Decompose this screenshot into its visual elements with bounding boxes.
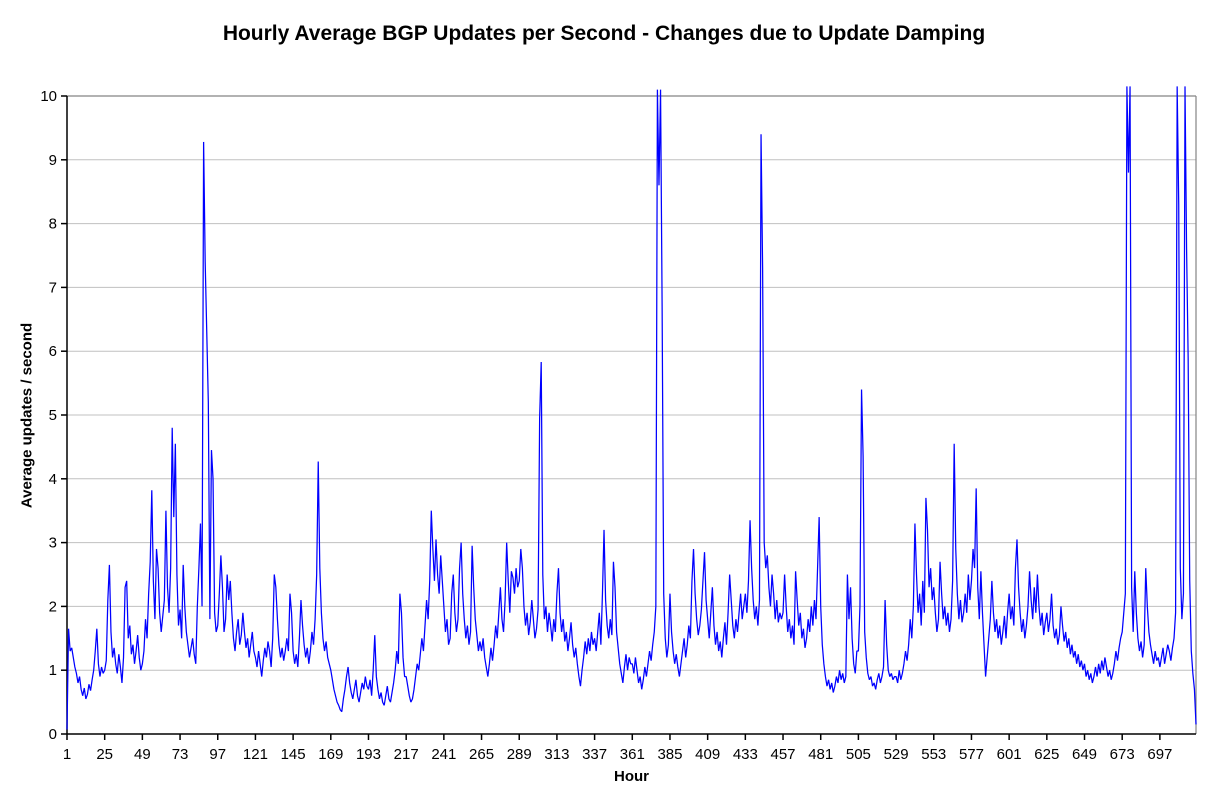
x-tick-label: 337 (582, 746, 607, 763)
data-line-series (66, 86, 1197, 730)
chart-title: Hourly Average BGP Updates per Second - … (222, 22, 986, 45)
x-tick-label: 529 (884, 746, 909, 763)
x-tick-label: 25 (96, 746, 113, 763)
x-tick-label: 673 (1110, 746, 1135, 763)
x-tick-label: 217 (394, 746, 419, 763)
x-tick-label: 601 (997, 746, 1022, 763)
x-tick-label: 265 (469, 746, 494, 763)
y-tick-label: 7 (49, 279, 57, 296)
x-tick-label: 385 (657, 746, 682, 763)
x-tick-label: 625 (1034, 746, 1059, 763)
gridlines (67, 159, 1196, 671)
y-tick-label: 0 (49, 726, 57, 743)
x-axis-title: Hour (614, 768, 649, 785)
x-tick-label: 577 (959, 746, 984, 763)
x-tick-label: 145 (281, 746, 306, 763)
y-tick-label: 3 (49, 535, 57, 552)
x-tick-label: 169 (318, 746, 343, 763)
x-tick-label: 361 (620, 746, 645, 763)
y-tick-label: 2 (49, 598, 57, 615)
y-tick-label: 10 (40, 88, 57, 105)
x-tick-label: 121 (243, 746, 268, 763)
x-tick-label: 553 (921, 746, 946, 763)
x-tick-label: 49 (134, 746, 151, 763)
x-tick-label: 433 (733, 746, 758, 763)
x-tick-labels: 1 25 49 73 97 121 145 169 193 217 241 265 289 313 337 3… (63, 734, 1172, 763)
x-tick-label: 505 (846, 746, 871, 763)
x-tick-label: 697 (1147, 746, 1172, 763)
x-tick-label: 289 (507, 746, 532, 763)
x-tick-label: 1 (63, 746, 71, 763)
x-tick-label: 409 (695, 746, 720, 763)
x-tick-label: 241 (431, 746, 456, 763)
y-tick-label: 5 (49, 407, 57, 424)
y-tick-label: 1 (49, 662, 57, 679)
y-tick-label: 6 (49, 343, 57, 360)
x-tick-label: 193 (356, 746, 381, 763)
x-tick-label: 649 (1072, 746, 1097, 763)
y-tick-label: 8 (49, 216, 57, 233)
x-tick-label: 97 (209, 746, 226, 763)
x-tick-label: 457 (771, 746, 796, 763)
x-tick-label: 73 (172, 746, 189, 763)
y-tick-label: 9 (49, 152, 57, 169)
y-tick-label: 4 (49, 471, 57, 488)
y-tick-labels: 0 1 2 3 4 5 6 7 8 9 10 (40, 88, 67, 743)
x-tick-label: 481 (808, 746, 833, 763)
x-tick-label: 313 (544, 746, 569, 763)
